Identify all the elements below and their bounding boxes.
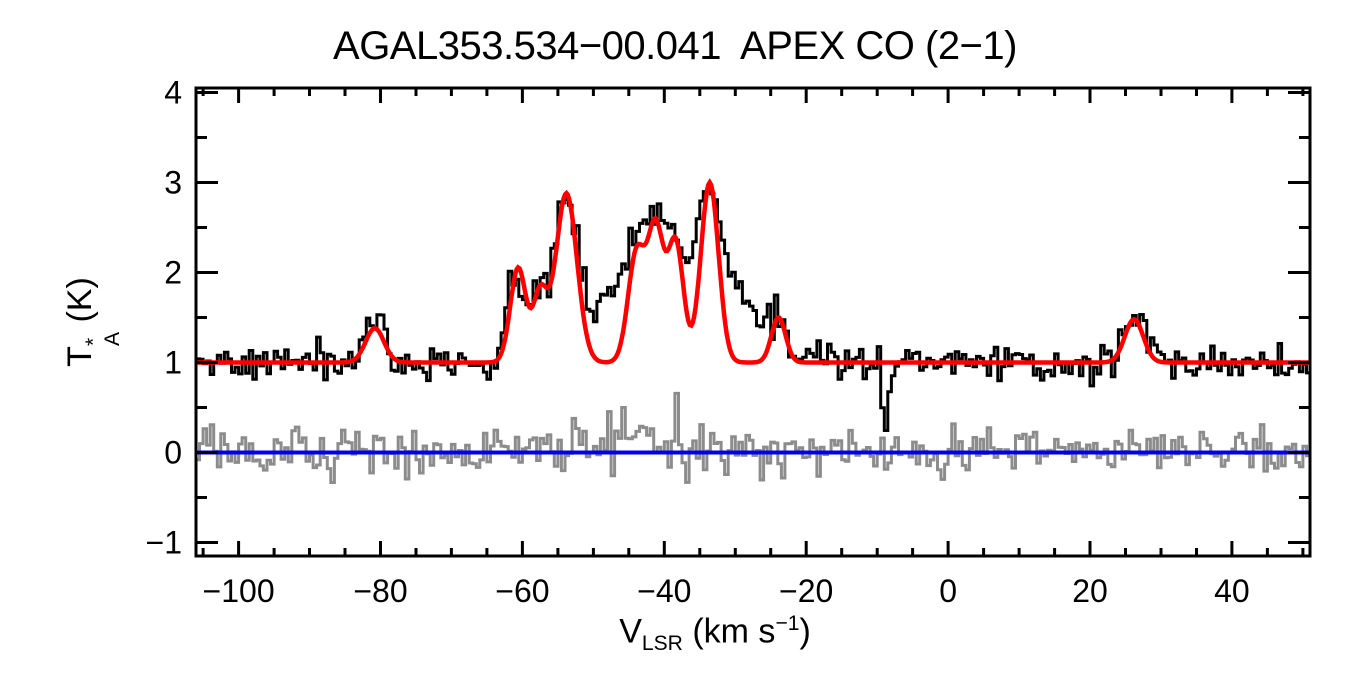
- tick-labels-group: −100 −80 −60 −40 −20 0 20 40 −1 0 1 2 3 4: [146, 75, 1250, 610]
- observed-spectrum-path: [196, 187, 1310, 432]
- data-series-group: [196, 178, 1310, 484]
- x-tick-label: −100: [203, 573, 275, 609]
- x-axis-label-unit: (km s: [682, 612, 776, 651]
- x-tick-label: −80: [353, 573, 407, 609]
- x-axis-label-superscript: −1: [775, 612, 800, 635]
- y-tick-label: 2: [164, 255, 182, 291]
- x-axis-label-unit-close: ): [799, 612, 811, 651]
- y-tick-label: 0: [164, 435, 182, 471]
- x-tick-label: −60: [495, 573, 549, 609]
- x-axis-label: VLSR (km s−1): [619, 612, 811, 656]
- y-tick-label: 4: [164, 75, 182, 111]
- plot-frame: [194, 86, 1312, 558]
- y-tick-label: 1: [164, 345, 182, 381]
- axis-ticks-group: [196, 88, 1310, 556]
- plot-title: AGAL353.534−00.041 APEX CO (2−1): [333, 24, 1017, 68]
- x-tick-label: 20: [1072, 573, 1108, 609]
- axis-tick-marks: [196, 88, 1310, 556]
- y-tick-label: −1: [146, 525, 182, 561]
- x-tick-label: −40: [637, 573, 691, 609]
- x-tick-label: −20: [779, 573, 833, 609]
- y-tick-label: 3: [164, 165, 182, 201]
- x-axis-label-subscript: LSR: [641, 632, 683, 656]
- residual-spectrum-path: [196, 391, 1310, 484]
- x-tick-label: 40: [1214, 573, 1250, 609]
- x-tick-label: 0: [939, 573, 957, 609]
- x-axis-label-symbol: V: [619, 612, 642, 651]
- fit-curve-path: [196, 178, 1310, 365]
